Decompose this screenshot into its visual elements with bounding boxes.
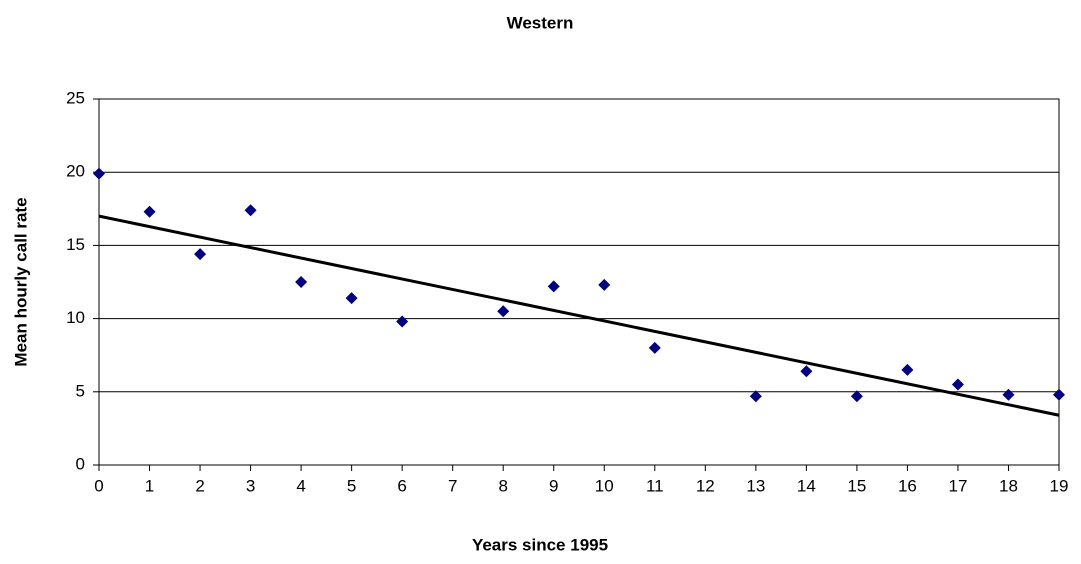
x-tick-label: 5 (347, 476, 356, 495)
marker (850, 390, 863, 403)
marker (648, 341, 661, 354)
x-tick-label: 1 (145, 476, 154, 495)
marker (93, 167, 105, 180)
marker (244, 204, 257, 217)
marker (800, 365, 813, 378)
x-tick-label: 0 (94, 476, 103, 495)
marker (1002, 388, 1015, 401)
x-tick-label: 3 (246, 476, 255, 495)
marker (749, 390, 762, 403)
y-tick-label: 15 (66, 235, 85, 254)
marker (143, 205, 156, 218)
trend-line (98, 214, 1060, 417)
marker (194, 248, 207, 261)
x-tick-label: 13 (746, 476, 765, 495)
x-tick-label: 18 (999, 476, 1018, 495)
y-tick-label: 20 (66, 162, 85, 181)
marker (951, 378, 964, 391)
marker (295, 276, 308, 288)
x-tick-label: 17 (948, 476, 967, 495)
x-tick-label: 16 (898, 476, 917, 495)
x-tick-label: 4 (296, 476, 305, 495)
y-tick-label: 5 (76, 381, 85, 400)
marker (497, 305, 510, 318)
x-tick-label: 10 (595, 476, 614, 495)
x-tick-label: 2 (195, 476, 204, 495)
x-tick-label: 9 (549, 476, 558, 495)
y-axis-label: Mean hourly call rate (11, 197, 30, 366)
marker (345, 292, 358, 305)
x-tick-label: 14 (797, 476, 816, 495)
marker (547, 280, 560, 293)
marker (396, 315, 409, 328)
x-tick-label: 19 (1050, 476, 1069, 495)
x-tick-label: 11 (646, 476, 664, 495)
x-tick-label: 15 (847, 476, 866, 495)
marker (598, 278, 611, 291)
marker (1053, 388, 1065, 401)
x-tick-label: 7 (448, 476, 457, 495)
x-tick-label: 6 (397, 476, 406, 495)
y-tick-label: 0 (76, 454, 85, 473)
x-axis-label: Years since 1995 (472, 535, 608, 554)
x-tick-label: 8 (498, 476, 507, 495)
y-tick-label: 10 (66, 308, 85, 327)
y-tick-label: 25 (66, 88, 85, 107)
plot-frame (98, 98, 1060, 466)
chart-title: Western (507, 13, 574, 32)
x-tick-label: 12 (696, 476, 715, 495)
marker (901, 363, 914, 376)
